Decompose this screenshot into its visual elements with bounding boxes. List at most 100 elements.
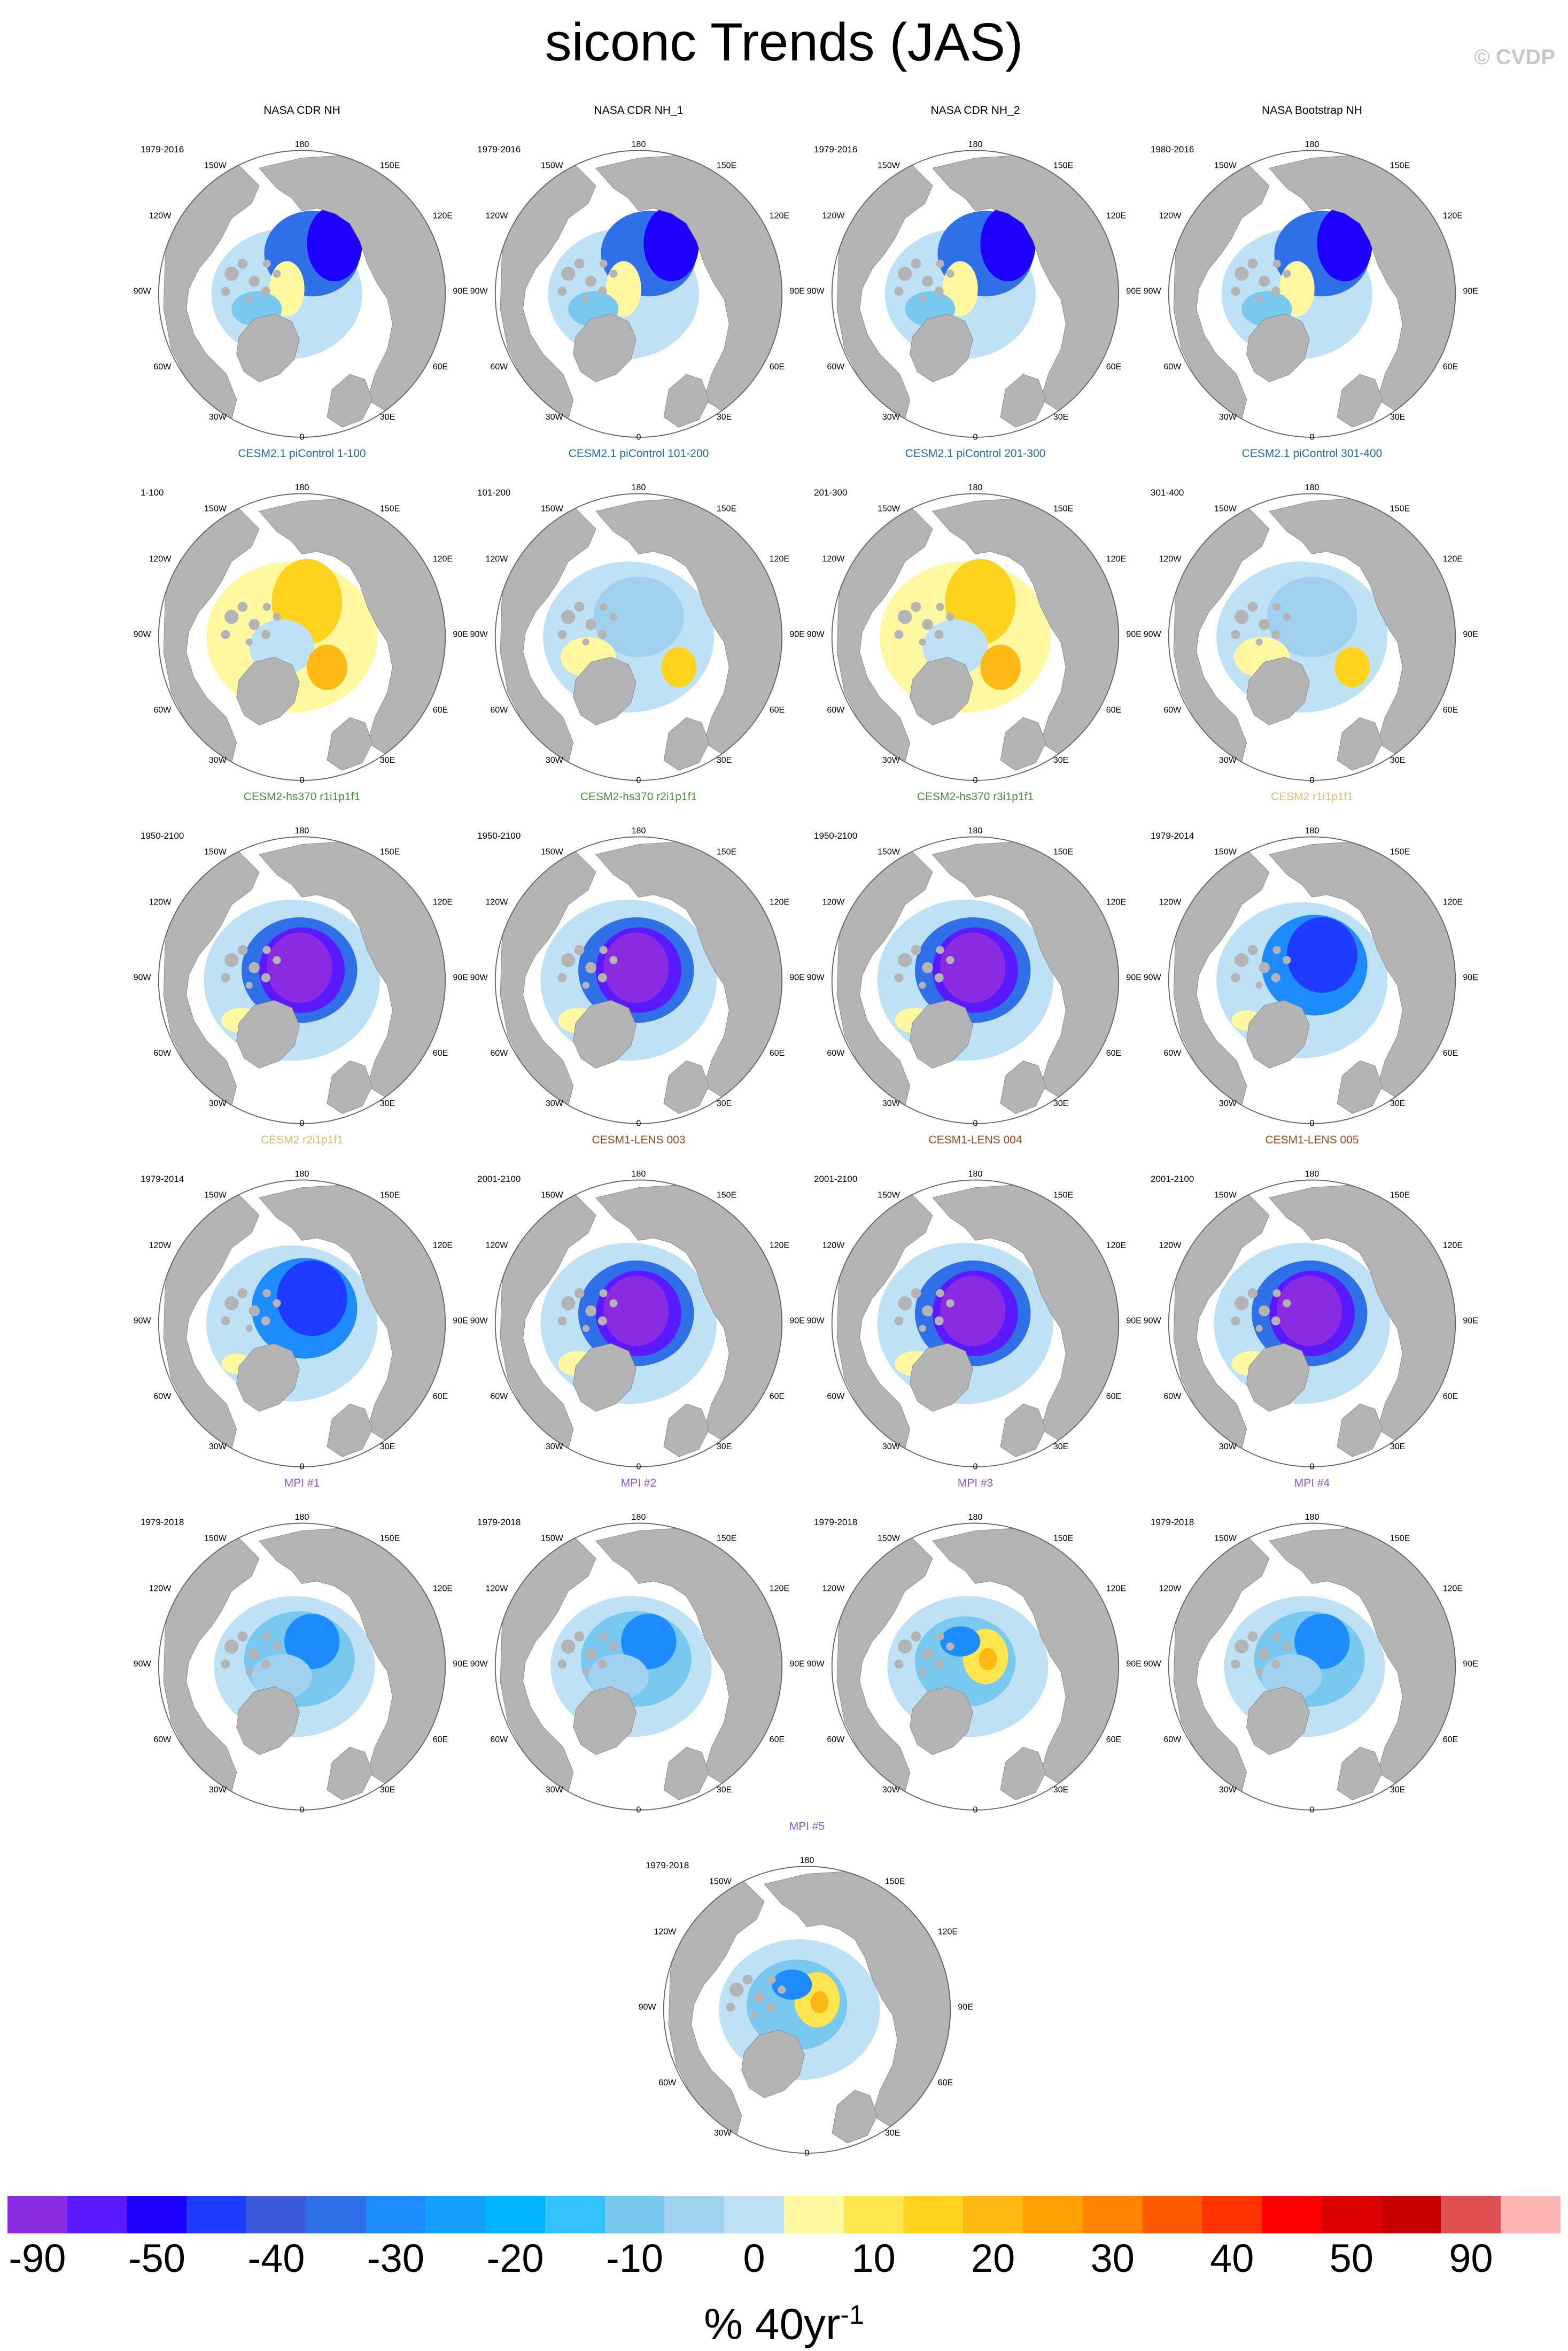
longitude-label: 90W xyxy=(134,630,152,639)
panel-title: CESM2.1 piControl 201-300 xyxy=(905,447,1046,460)
land-mass xyxy=(668,1881,765,2136)
longitude-label: 0 xyxy=(636,433,641,442)
colorbar-units-exponent: -1 xyxy=(840,2300,864,2330)
longitude-label: 60E xyxy=(1106,362,1121,372)
arctic-island xyxy=(946,613,954,621)
arctic-island xyxy=(609,1299,618,1308)
arctic-island xyxy=(750,2011,758,2019)
longitude-label: 180 xyxy=(295,1170,309,1179)
longitude-label: 150W xyxy=(1214,504,1237,513)
longitude-label: 60E xyxy=(1443,1735,1458,1744)
arctic-island xyxy=(262,1289,271,1297)
colorbar-cell xyxy=(1262,2196,1322,2233)
map-panel: NASA Bootstrap NH 1980-2016 180 150E 120E 90E… xyxy=(1141,104,1483,454)
longitude-label: 30E xyxy=(717,413,732,422)
arctic-island xyxy=(1259,618,1270,630)
polar-map: 180 150E 120E 90E 60E 30E 0 30W 60W 90W 120W 150W xyxy=(1144,483,1478,785)
longitude-label: 180 xyxy=(295,140,309,149)
longitude-label: 60E xyxy=(770,1049,785,1058)
panel-year-range: 1979-2018 xyxy=(141,1517,184,1527)
panel-year-range: 2001-2100 xyxy=(477,1174,521,1184)
panel-year-range: 2001-2100 xyxy=(814,1174,858,1184)
arctic-island xyxy=(911,1288,921,1298)
longitude-label: 90W xyxy=(470,1317,488,1326)
colorbar-cell xyxy=(1202,2196,1262,2233)
panel-title: NASA Bootstrap NH xyxy=(1262,104,1362,117)
longitude-label: 120W xyxy=(654,1928,677,1937)
arctic-island xyxy=(597,287,607,296)
longitude-label: 30W xyxy=(1219,756,1237,765)
arctic-island xyxy=(582,1325,589,1332)
arctic-island xyxy=(922,1305,933,1317)
panel-title: CESM2 r1i1p1f1 xyxy=(1270,791,1354,803)
panel-title: NASA CDR NH xyxy=(263,104,340,117)
colorbar-tick-label: 40 xyxy=(1210,2236,1254,2280)
map-boundary xyxy=(831,150,1120,438)
trend-field xyxy=(284,1613,340,1669)
arctic-island xyxy=(273,956,281,964)
longitude-label: 120W xyxy=(149,555,172,564)
colorbar-tick-label: 0 xyxy=(743,2236,765,2280)
land-mass xyxy=(500,508,596,763)
longitude-label: 30E xyxy=(1390,1442,1405,1451)
figure-title: siconc Trends (JAS) xyxy=(545,12,1023,72)
longitude-label: 120W xyxy=(1159,212,1182,221)
arctic-island xyxy=(911,601,921,612)
arctic-island xyxy=(582,638,589,646)
longitude-label: 150E xyxy=(1053,847,1073,856)
longitude-label: 30E xyxy=(1053,756,1068,765)
arctic-island xyxy=(245,981,253,989)
arctic-island xyxy=(582,1668,589,1675)
land-mass xyxy=(236,1000,300,1069)
colorbar-tick-label: 30 xyxy=(1090,2236,1135,2280)
polar-map: 180 150E 120E 90E 60E 30E 0 30W 60W 90W 120W 150W xyxy=(470,140,805,442)
colorbar-cell xyxy=(306,2196,367,2233)
map-boundary xyxy=(158,1522,446,1811)
land-mass xyxy=(236,313,300,382)
arctic-island xyxy=(609,613,618,621)
longitude-label: 150W xyxy=(204,847,227,856)
arctic-island xyxy=(766,2002,775,2012)
arctic-island xyxy=(574,601,585,612)
polar-map: 180 150E 120E 90E 60E 30E 0 30W 60W 90W 120W 150W xyxy=(1144,140,1478,442)
land-mass xyxy=(1173,852,1270,1107)
map-panel: NASA CDR NH_2 1979-2016 180 150E 120E 90E 60E 3… xyxy=(804,104,1146,454)
longitude-label: 180 xyxy=(800,1856,814,1865)
land-mass xyxy=(327,1746,373,1800)
polar-map: 180 150E 120E 90E 60E 30E 0 30W 60W 90W 120W 150W xyxy=(639,1856,973,2158)
polar-map: 180 150E 120E 90E 60E 30E 0 30W 60W 90W 120W 150W xyxy=(807,1513,1142,1815)
longitude-label: 60E xyxy=(433,1392,448,1401)
longitude-label: 150W xyxy=(878,1534,901,1543)
panel-title: CESM2.1 piControl 301-400 xyxy=(1241,447,1383,460)
longitude-label: 150W xyxy=(204,504,227,513)
longitude-label: 0 xyxy=(973,1463,978,1472)
panel-year-range: 1950-2100 xyxy=(141,831,184,841)
arctic-island xyxy=(1255,1668,1263,1675)
land-mass xyxy=(1337,717,1383,771)
longitude-label: 150W xyxy=(204,1534,227,1543)
arctic-island xyxy=(245,638,253,646)
longitude-label: 60W xyxy=(1163,362,1182,372)
longitude-label: 150W xyxy=(709,1877,732,1886)
longitude-label: 150E xyxy=(717,1534,736,1543)
longitude-label: 120W xyxy=(1159,1584,1182,1594)
land-mass xyxy=(836,165,933,420)
colorbar-cell xyxy=(724,2196,785,2233)
longitude-label: 90E xyxy=(1126,1660,1141,1669)
panel-title: NASA CDR NH_2 xyxy=(930,104,1020,117)
map-boundary xyxy=(494,1179,783,1467)
longitude-label: 90W xyxy=(807,1317,825,1326)
longitude-label: 90E xyxy=(1463,287,1478,296)
longitude-label: 60W xyxy=(490,1392,508,1401)
land-mass xyxy=(1246,1343,1310,1412)
colorbar-tick-label: -50 xyxy=(128,2236,185,2280)
longitude-label: 150W xyxy=(541,847,564,856)
panel-title: CESM2-hs370 r2i1p1f1 xyxy=(580,791,697,803)
longitude-label: 120E xyxy=(1106,1241,1126,1250)
longitude-label: 30E xyxy=(1053,413,1068,422)
longitude-label: 150W xyxy=(541,1534,564,1543)
polar-map: 180 150E 120E 90E 60E 30E 0 30W 60W 90W 120W 150W xyxy=(134,483,468,785)
longitude-label: 30E xyxy=(885,2129,900,2138)
arctic-island xyxy=(561,1296,576,1311)
arctic-island xyxy=(574,1631,585,1642)
